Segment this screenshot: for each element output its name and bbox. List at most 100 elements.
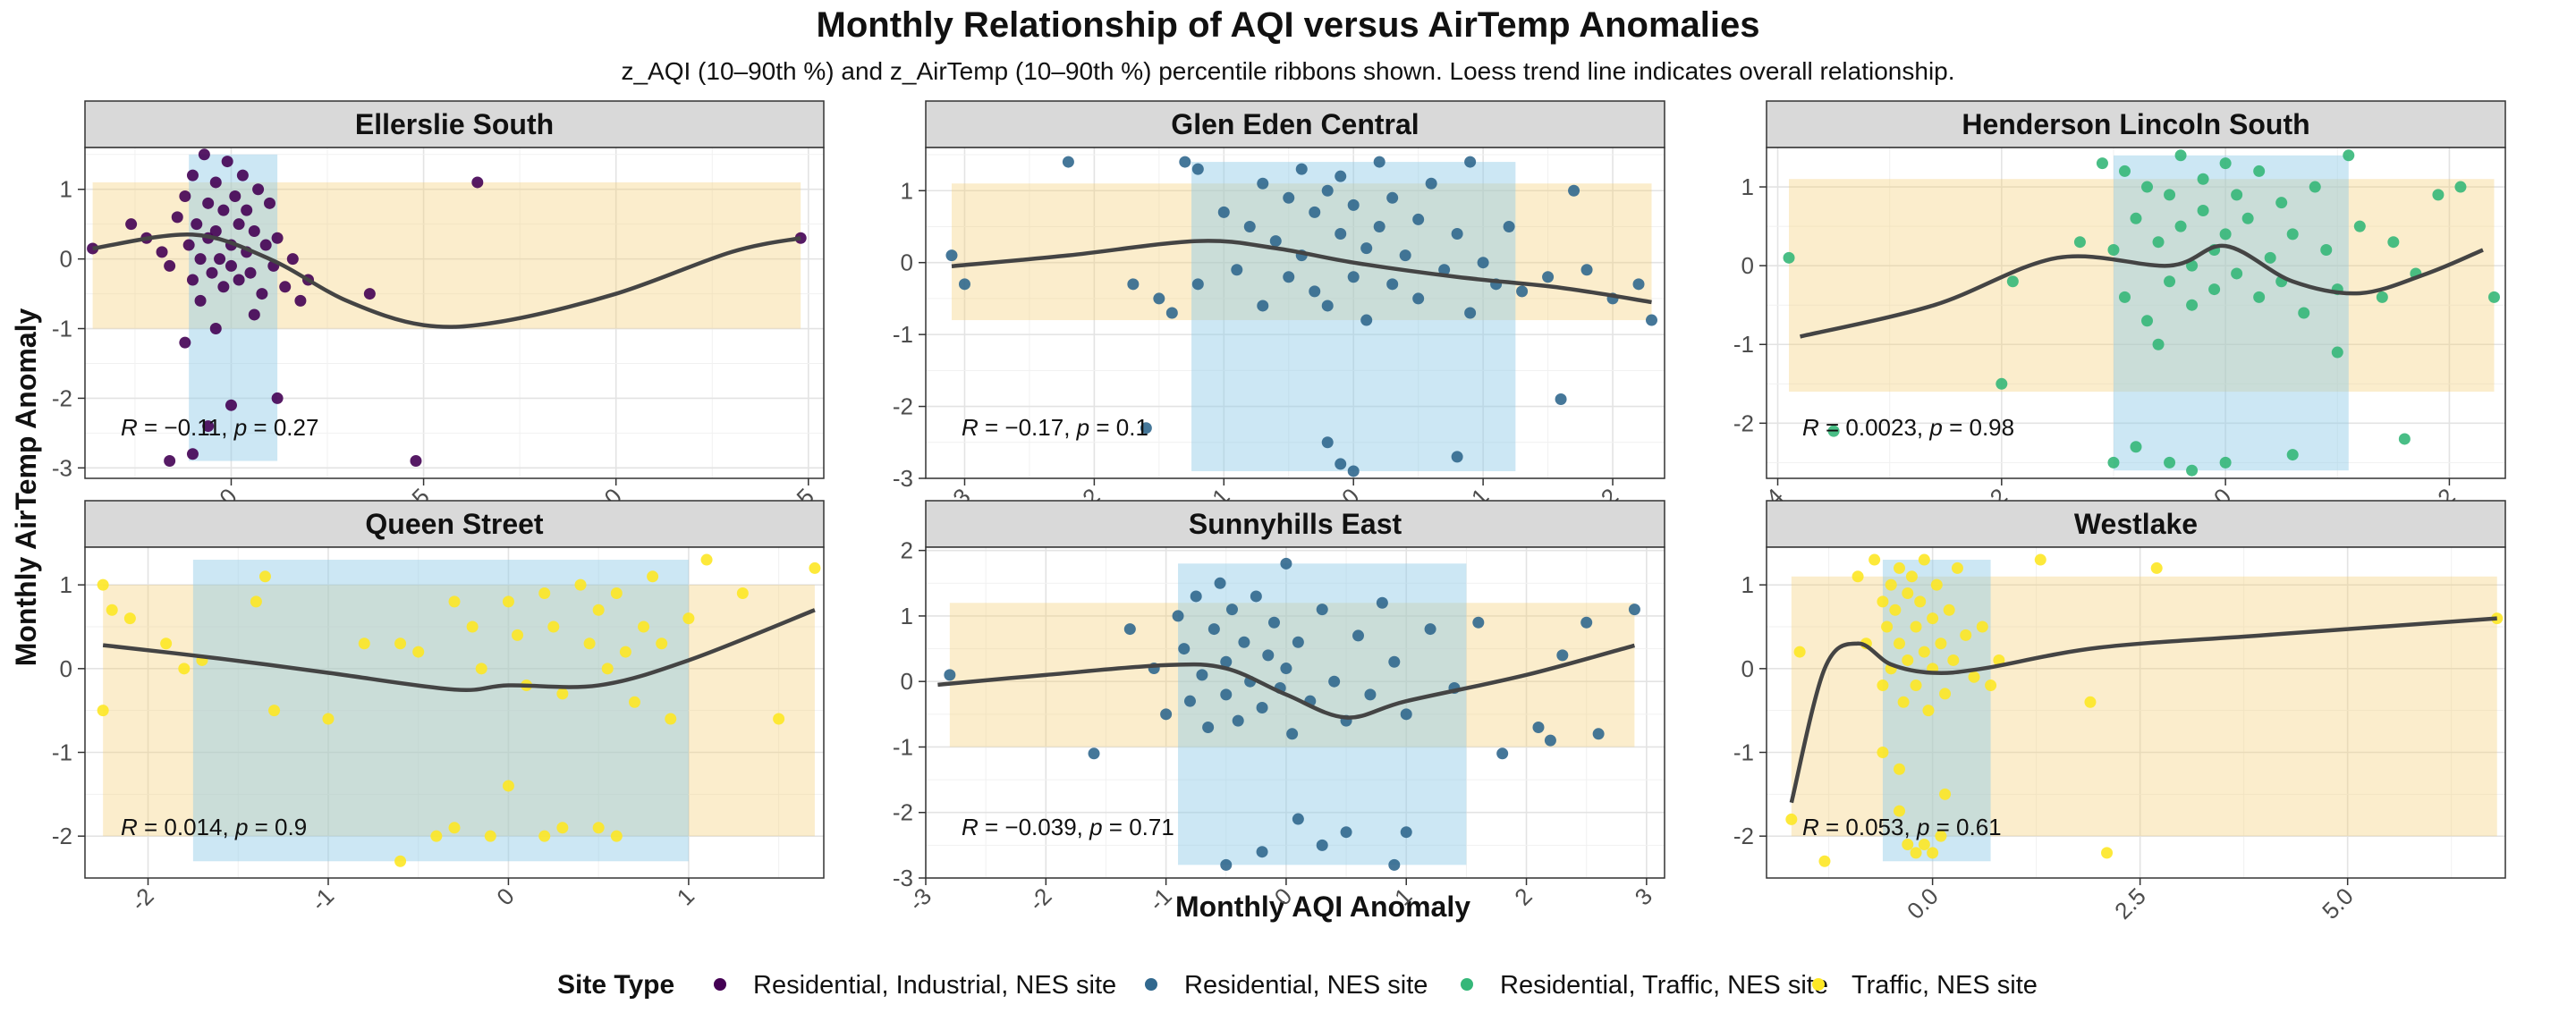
data-point bbox=[1472, 616, 1485, 629]
loess-trend-line bbox=[102, 608, 816, 692]
data-point bbox=[1172, 610, 1184, 622]
legend: Site Type Residential, Industrial, NES si… bbox=[557, 970, 2038, 1000]
data-point bbox=[1360, 314, 1373, 326]
data-point bbox=[1347, 198, 1360, 211]
data-point bbox=[2286, 449, 2299, 461]
data-point bbox=[1388, 858, 1401, 871]
data-point bbox=[1881, 621, 1894, 633]
data-point bbox=[2006, 275, 2019, 288]
data-point bbox=[1542, 271, 1555, 283]
data-point bbox=[2432, 189, 2445, 201]
data-point bbox=[1386, 191, 1399, 204]
data-point bbox=[1930, 578, 1943, 591]
data-point bbox=[236, 169, 249, 182]
data-point bbox=[656, 637, 668, 650]
data-point bbox=[1340, 826, 1352, 839]
data-point bbox=[1321, 436, 1334, 449]
data-point bbox=[1556, 649, 1569, 662]
data-point bbox=[97, 578, 109, 591]
data-point bbox=[1852, 570, 1864, 583]
data-point bbox=[1328, 675, 1341, 688]
data-point bbox=[2376, 291, 2388, 303]
data-point bbox=[2130, 441, 2142, 453]
legend-label: Residential, Industrial, NES site bbox=[753, 971, 1116, 1000]
data-point bbox=[250, 595, 262, 608]
data-point bbox=[1190, 590, 1202, 603]
data-point bbox=[556, 822, 569, 834]
data-point bbox=[217, 281, 230, 293]
data-point bbox=[2164, 189, 2176, 201]
data-point bbox=[412, 646, 425, 658]
x-tick-label: -1 bbox=[306, 882, 340, 916]
data-point bbox=[2152, 338, 2165, 350]
facet-title: Sunnyhills East bbox=[1189, 508, 1402, 540]
y-tick-label: 1 bbox=[1741, 571, 1754, 598]
facet-panel: Ellerslie South R = −0.11, p = 0.27 -3 -2 -1… bbox=[52, 100, 825, 525]
x-tick-label: 1 bbox=[672, 882, 699, 910]
data-point bbox=[502, 780, 514, 792]
data-point bbox=[1939, 788, 1952, 800]
data-point bbox=[2107, 244, 2120, 257]
data-point bbox=[206, 266, 218, 279]
data-point bbox=[1910, 847, 1922, 859]
legend-title: Site Type bbox=[557, 970, 674, 1000]
data-point bbox=[1220, 688, 1233, 701]
gridlines bbox=[85, 547, 824, 879]
y-tick-label: -3 bbox=[893, 465, 913, 492]
data-point bbox=[2197, 204, 2209, 216]
data-point bbox=[1902, 654, 1914, 666]
y-tick-label: -2 bbox=[52, 823, 72, 849]
loess-trend-line bbox=[937, 643, 1636, 720]
data-point bbox=[123, 612, 136, 625]
panel-border bbox=[1766, 147, 2506, 479]
data-point bbox=[1309, 206, 1321, 218]
x-tick-label: -1 bbox=[1143, 882, 1177, 916]
data-point bbox=[809, 561, 821, 574]
y-tick-label: 0 bbox=[901, 249, 913, 276]
data-point bbox=[178, 663, 191, 675]
data-point bbox=[186, 448, 199, 460]
x-tick-label: 2.5 bbox=[2109, 882, 2151, 924]
data-point bbox=[574, 578, 587, 591]
y-tick-label: -1 bbox=[52, 739, 72, 765]
data-point bbox=[1202, 721, 1215, 733]
data-point bbox=[2343, 149, 2355, 162]
data-point bbox=[1153, 292, 1165, 305]
data-point bbox=[2164, 275, 2176, 288]
correlation-annotation: R = −0.17, p = 0.1 bbox=[962, 414, 1148, 441]
data-point bbox=[229, 190, 242, 203]
data-point bbox=[2141, 181, 2154, 193]
data-point bbox=[1628, 604, 1640, 616]
data-point bbox=[1893, 805, 1905, 817]
data-point bbox=[1292, 813, 1304, 825]
aqi-percentile-ribbon bbox=[1191, 162, 1516, 471]
data-point bbox=[1373, 156, 1385, 168]
data-point bbox=[1818, 855, 1831, 867]
data-point bbox=[2096, 157, 2108, 170]
data-point bbox=[233, 274, 245, 286]
data-point bbox=[2219, 228, 2232, 241]
data-point bbox=[279, 281, 292, 293]
y-tick-label: -2 bbox=[893, 393, 913, 420]
data-point bbox=[2208, 283, 2221, 296]
data-point bbox=[538, 587, 551, 600]
aqi-percentile-ribbon bbox=[2113, 155, 2349, 471]
data-point bbox=[1352, 629, 1365, 642]
data-point bbox=[1951, 561, 1963, 574]
data-point bbox=[2174, 220, 2187, 232]
legend-label: Residential, Traffic, NES site bbox=[1500, 971, 1828, 1000]
data-point bbox=[2150, 561, 2163, 574]
data-point bbox=[271, 392, 284, 404]
facet-panel: Henderson Lincoln South R = 0.0023, p = 0… bbox=[1733, 100, 2506, 517]
data-point bbox=[1516, 285, 1529, 298]
data-point bbox=[1914, 595, 1927, 608]
data-point bbox=[2231, 267, 2243, 280]
panel-border bbox=[1766, 546, 2506, 879]
data-point bbox=[1238, 636, 1250, 648]
data-point bbox=[1256, 702, 1268, 714]
data-point bbox=[164, 455, 176, 468]
data-point bbox=[1568, 184, 1580, 197]
data-point bbox=[1347, 271, 1360, 283]
facet-title: Ellerslie South bbox=[355, 108, 554, 140]
